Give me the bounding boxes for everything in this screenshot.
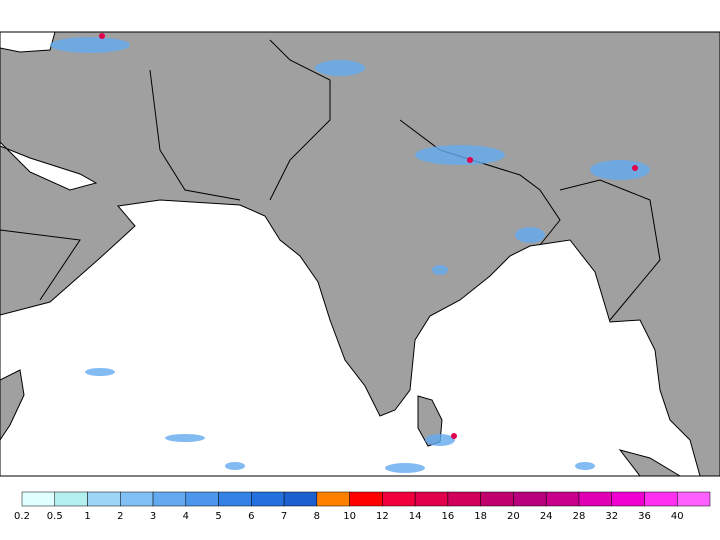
legend-swatch — [185, 491, 219, 507]
legend-swatch — [120, 491, 154, 507]
legend-label: 6 — [248, 511, 254, 522]
legend-label: 36 — [638, 511, 651, 522]
legend-label: 4 — [183, 511, 189, 522]
persian-gulf — [0, 141, 98, 191]
legend-label: 3 — [150, 511, 156, 522]
borders — [0, 39, 661, 321]
legend-swatch — [54, 491, 88, 507]
legend-swatch — [578, 491, 612, 507]
legend-label: 0.5 — [47, 511, 63, 522]
legend-swatch — [316, 491, 350, 507]
legend-label: 32 — [605, 511, 618, 522]
precip-peaks — [99, 33, 638, 439]
map — [0, 31, 720, 477]
legend-label: 24 — [540, 511, 553, 522]
legend-swatch — [382, 491, 416, 507]
legend-swatch — [644, 491, 678, 507]
legend-swatch — [87, 491, 121, 507]
legend-label: 20 — [507, 511, 520, 522]
legend-swatch — [283, 491, 318, 507]
legend-label: 7 — [281, 511, 287, 522]
caspian — [0, 31, 56, 53]
legend-swatch — [349, 491, 383, 507]
legend-label: 0.2 — [14, 511, 30, 522]
legend-swatch — [21, 491, 56, 507]
legend-label: 10 — [343, 511, 356, 522]
legend-swatch — [513, 491, 547, 507]
legend-swatch — [545, 491, 580, 507]
colorbar: 0.2 0.5 1 2 3 4 5 6 7 8 10 12 14 16 18 20 24 28 32 36 40 — [14, 491, 711, 522]
legend-label: 5 — [215, 511, 221, 522]
legend-swatch — [152, 491, 187, 507]
legend-swatch — [676, 491, 711, 507]
sea — [0, 199, 701, 477]
legend-swatch — [218, 491, 252, 507]
legend-swatch — [414, 491, 449, 507]
legend-swatch — [251, 491, 285, 507]
legend-label: 2 — [117, 511, 123, 522]
legend-label: 16 — [442, 511, 455, 522]
map-frame — [0, 31, 720, 477]
legend-label: 40 — [671, 511, 684, 522]
legend-label: 1 — [84, 511, 90, 522]
legend-label: 14 — [409, 511, 422, 522]
legend-label: 28 — [573, 511, 586, 522]
precipitation — [50, 37, 650, 473]
legend-label: 18 — [474, 511, 487, 522]
somalia — [0, 369, 25, 441]
legend-label: 12 — [376, 511, 389, 522]
legend-swatch — [480, 491, 514, 507]
legend-swatch — [447, 491, 481, 507]
legend-swatch — [611, 491, 645, 507]
legend-label: 8 — [314, 511, 320, 522]
